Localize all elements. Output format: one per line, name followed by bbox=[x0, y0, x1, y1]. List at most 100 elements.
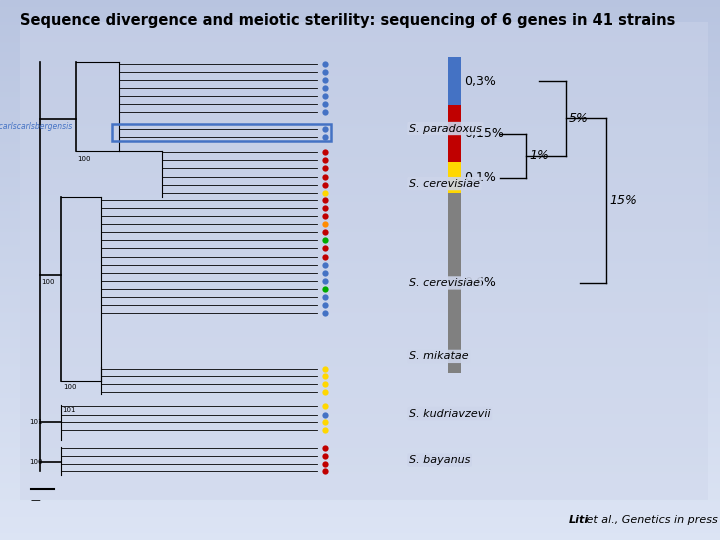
Bar bbox=[0, 184, 720, 185]
Bar bbox=[0, 405, 720, 407]
Bar bbox=[0, 11, 720, 12]
Bar bbox=[0, 45, 720, 47]
Bar bbox=[0, 209, 720, 211]
Text: 100: 100 bbox=[77, 156, 91, 161]
Text: Liti: Liti bbox=[569, 515, 589, 525]
Bar bbox=[0, 538, 720, 540]
Bar bbox=[0, 508, 720, 509]
Bar bbox=[0, 25, 720, 27]
Text: S. carlscarlsbergensis: S. carlscarlsbergensis bbox=[0, 123, 72, 131]
Bar bbox=[0, 83, 720, 85]
Bar bbox=[0, 295, 720, 297]
Bar bbox=[0, 110, 720, 112]
Bar bbox=[0, 312, 720, 313]
Bar bbox=[0, 16, 720, 18]
Bar bbox=[0, 443, 720, 444]
Bar bbox=[0, 81, 720, 83]
Bar bbox=[0, 22, 720, 23]
Bar bbox=[0, 166, 720, 167]
Bar bbox=[0, 417, 720, 420]
Bar bbox=[0, 306, 720, 308]
Bar bbox=[112, 124, 331, 141]
Text: 100: 100 bbox=[63, 384, 77, 390]
Bar bbox=[0, 61, 720, 63]
Bar bbox=[0, 151, 720, 153]
Bar bbox=[0, 74, 720, 76]
Bar bbox=[0, 142, 720, 144]
Bar bbox=[0, 328, 720, 329]
Bar bbox=[0, 461, 720, 463]
Text: S. kudriavzevii: S. kudriavzevii bbox=[409, 409, 490, 419]
Bar bbox=[0, 164, 720, 166]
Bar bbox=[0, 414, 720, 416]
Text: S. bayanus: S. bayanus bbox=[409, 455, 470, 465]
Bar bbox=[0, 486, 720, 488]
Bar bbox=[0, 29, 720, 31]
Bar bbox=[0, 162, 720, 164]
Bar bbox=[0, 185, 720, 187]
Bar bbox=[0, 490, 720, 491]
Bar bbox=[0, 495, 720, 497]
Bar bbox=[0, 501, 720, 502]
Bar bbox=[0, 474, 720, 475]
Bar bbox=[0, 502, 720, 504]
Bar bbox=[0, 2, 720, 4]
Bar bbox=[0, 491, 720, 493]
Bar bbox=[0, 56, 720, 58]
Bar bbox=[0, 167, 720, 169]
Text: 0,3%: 0,3% bbox=[464, 75, 496, 87]
Bar bbox=[0, 410, 720, 412]
Bar bbox=[0, 346, 720, 347]
Bar bbox=[0, 481, 720, 482]
Bar bbox=[0, 331, 720, 333]
Bar bbox=[0, 139, 720, 140]
Bar bbox=[0, 173, 720, 174]
Bar bbox=[0, 86, 720, 88]
Bar bbox=[0, 58, 720, 59]
Bar bbox=[0, 432, 720, 434]
Bar bbox=[0, 221, 720, 223]
Bar bbox=[0, 146, 720, 147]
Bar bbox=[0, 52, 720, 54]
Bar bbox=[0, 450, 720, 452]
Bar bbox=[0, 299, 720, 301]
Bar bbox=[0, 200, 720, 201]
Bar bbox=[0, 358, 720, 360]
Bar bbox=[0, 437, 720, 439]
Bar bbox=[0, 15, 720, 16]
Bar bbox=[0, 336, 720, 339]
Bar bbox=[0, 529, 720, 531]
Bar bbox=[0, 137, 720, 139]
Bar bbox=[0, 513, 720, 515]
Bar bbox=[0, 34, 720, 36]
Bar bbox=[0, 38, 720, 39]
Bar bbox=[448, 193, 461, 373]
Bar bbox=[0, 66, 720, 69]
Bar bbox=[0, 517, 720, 518]
Bar bbox=[0, 285, 720, 286]
Bar bbox=[0, 475, 720, 477]
Bar bbox=[0, 7, 720, 9]
Bar bbox=[0, 385, 720, 387]
Bar bbox=[0, 117, 720, 119]
Bar bbox=[0, 342, 720, 344]
Bar bbox=[0, 518, 720, 520]
Bar bbox=[0, 427, 720, 428]
Bar bbox=[0, 339, 720, 340]
Bar bbox=[0, 158, 720, 160]
Bar bbox=[0, 367, 720, 369]
Bar bbox=[0, 416, 720, 417]
Text: S. paradoxus: S. paradoxus bbox=[409, 124, 482, 133]
Bar bbox=[0, 528, 720, 529]
Bar bbox=[0, 144, 720, 146]
Bar bbox=[0, 340, 720, 342]
Bar bbox=[0, 5, 720, 7]
Bar bbox=[0, 112, 720, 113]
Bar bbox=[0, 261, 720, 263]
Bar bbox=[0, 376, 720, 378]
Bar bbox=[0, 220, 720, 221]
Bar bbox=[0, 18, 720, 20]
Bar bbox=[0, 266, 720, 268]
Bar bbox=[0, 47, 720, 49]
Bar bbox=[0, 216, 720, 218]
